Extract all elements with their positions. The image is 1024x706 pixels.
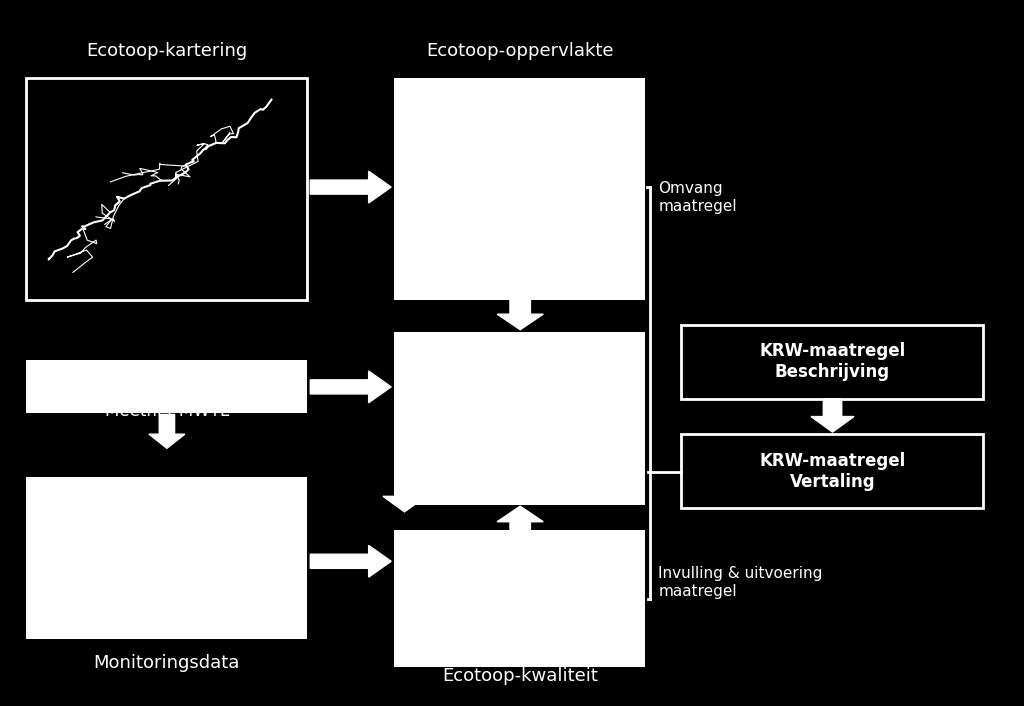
FancyArrow shape: [310, 172, 391, 203]
Bar: [394, 78, 645, 300]
FancyArrow shape: [310, 545, 391, 578]
Text: Ecotoop-oppervlakte: Ecotoop-oppervlakte: [426, 42, 614, 60]
Text: Ecotoop-kwaliteit: Ecotoop-kwaliteit: [442, 667, 598, 685]
FancyArrow shape: [498, 300, 543, 330]
Bar: [26, 78, 307, 300]
FancyArrow shape: [310, 371, 391, 402]
Bar: [681, 434, 983, 508]
Text: Ecotoop-kartering: Ecotoop-kartering: [86, 42, 248, 60]
Text: Meetnet MWTL: Meetnet MWTL: [104, 402, 229, 420]
Text: KRW-maatregel
Vertaling: KRW-maatregel Vertaling: [760, 452, 905, 491]
FancyArrow shape: [811, 399, 854, 432]
Bar: [681, 325, 983, 399]
Bar: [394, 332, 645, 505]
Text: KRW-maatregel
Beschrijving: KRW-maatregel Beschrijving: [760, 342, 905, 381]
FancyArrow shape: [383, 388, 426, 512]
Text: Omvang
maatregel: Omvang maatregel: [658, 181, 737, 214]
Bar: [394, 530, 645, 667]
Bar: [26, 360, 307, 413]
FancyArrow shape: [498, 506, 543, 530]
Text: Invulling & uitvoering
maatregel: Invulling & uitvoering maatregel: [658, 566, 823, 599]
FancyArrow shape: [150, 414, 184, 448]
Bar: [26, 477, 307, 639]
Text: Monitoringsdata: Monitoringsdata: [94, 654, 240, 672]
